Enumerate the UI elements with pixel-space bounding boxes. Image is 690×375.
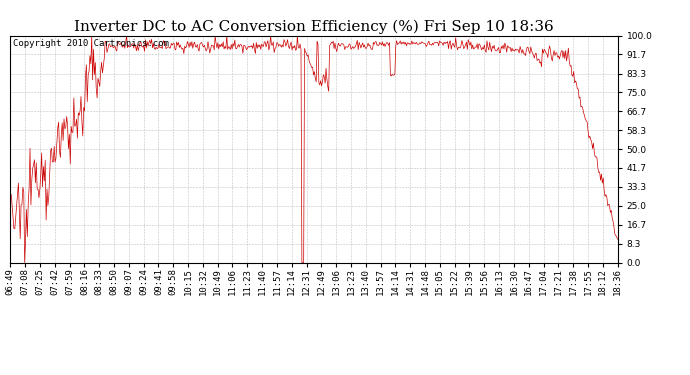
Text: Copyright 2010 Cartronics.com: Copyright 2010 Cartronics.com — [13, 39, 169, 48]
Title: Inverter DC to AC Conversion Efficiency (%) Fri Sep 10 18:36: Inverter DC to AC Conversion Efficiency … — [74, 20, 554, 34]
